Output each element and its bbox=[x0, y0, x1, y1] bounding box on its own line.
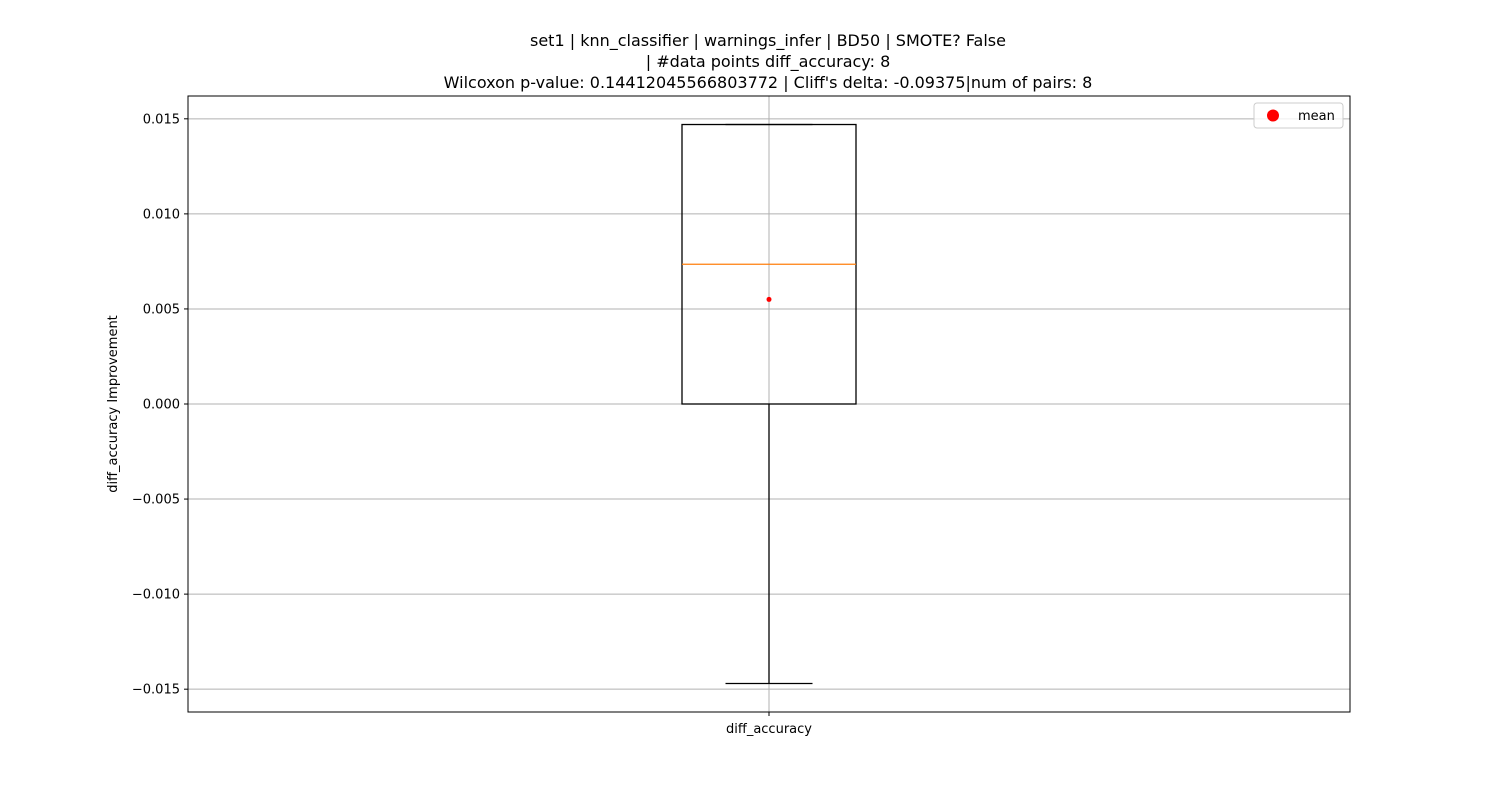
chart-title-line-2: | #data points diff_accuracy: 8 bbox=[646, 52, 891, 72]
legend-frame bbox=[1253, 102, 1344, 129]
chart-title-line-1: set1 | knn_classifier | warnings_infer |… bbox=[530, 31, 1006, 51]
y-tick-label: −0.010 bbox=[132, 588, 180, 603]
y-tick-label: −0.015 bbox=[132, 683, 180, 698]
legend-mean-marker bbox=[1267, 109, 1279, 122]
y-tick-label: −0.005 bbox=[132, 493, 180, 508]
y-tick-label: 0.000 bbox=[143, 398, 180, 413]
y-tick-label: 0.005 bbox=[143, 302, 180, 317]
legend: mean bbox=[1253, 102, 1344, 129]
y-axis-label: diff_accuracy Improvement bbox=[106, 315, 121, 493]
legend-mean-label: mean bbox=[1298, 109, 1335, 124]
mean-marker bbox=[766, 296, 772, 302]
tick-layer: −0.015 −0.010 −0.005 0.000 0.005 0.010 0.015 bbox=[132, 112, 770, 716]
y-tick-label: 0.010 bbox=[143, 207, 180, 222]
chart-title-line-3: Wilcoxon p-value: 0.14412045566803772 | … bbox=[444, 73, 1093, 92]
box-layer bbox=[681, 123, 857, 685]
y-tick-label: 0.015 bbox=[143, 112, 180, 127]
x-tick-label: diff_accuracy bbox=[726, 722, 812, 737]
